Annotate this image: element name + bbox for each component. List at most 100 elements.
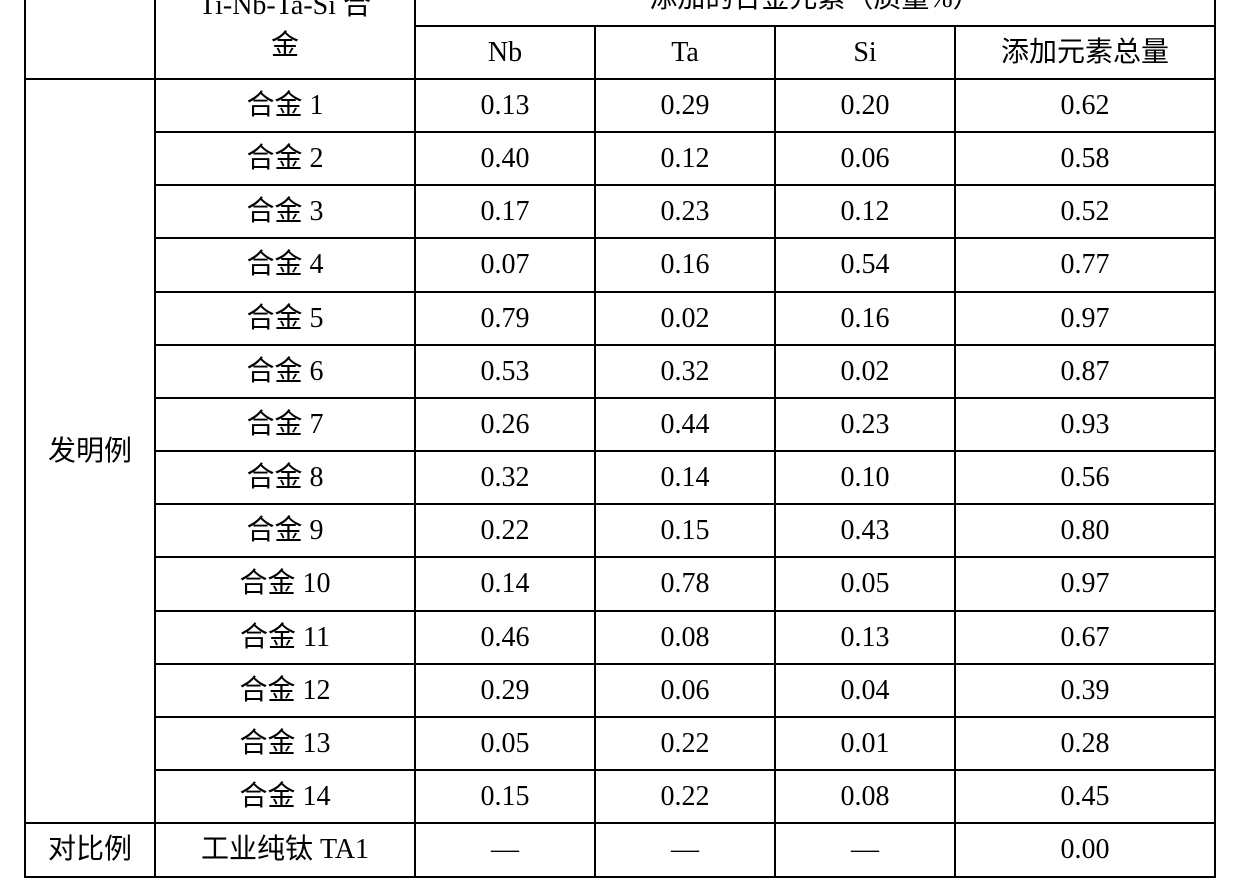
header-blank-cell <box>25 0 155 79</box>
table-row: 合金 40.070.160.540.77 <box>25 238 1215 291</box>
si-cell: 0.04 <box>775 664 955 717</box>
nb-cell: 0.17 <box>415 185 595 238</box>
table-row-comparison: 对比例工业纯钛 TA1———0.00 <box>25 823 1215 876</box>
ta-cell: 0.22 <box>595 770 775 823</box>
ta-cell: 0.78 <box>595 557 775 610</box>
alloy-composition-table: Ti-Nb-Ta-Si 合 金 添加的合金元素（质量%） Nb Ta Si 添加… <box>24 0 1216 878</box>
header-alloy-line2: 金 <box>271 30 299 61</box>
total-cell: 0.52 <box>955 185 1215 238</box>
total-cell: 0.97 <box>955 557 1215 610</box>
alloy-name-cell: 合金 5 <box>155 292 415 345</box>
total-cell: 0.45 <box>955 770 1215 823</box>
total-cell: 0.87 <box>955 345 1215 398</box>
ta-cell: 0.15 <box>595 504 775 557</box>
header-total: 添加元素总量 <box>955 26 1215 79</box>
table-row: 合金 120.290.060.040.39 <box>25 664 1215 717</box>
ta-cell: 0.44 <box>595 398 775 451</box>
total-cell: 0.62 <box>955 79 1215 132</box>
table-row: 合金 80.320.140.100.56 <box>25 451 1215 504</box>
table-row: 合金 20.400.120.060.58 <box>25 132 1215 185</box>
header-elements-group: 添加的合金元素（质量%） <box>415 0 1215 26</box>
ta-cell: 0.23 <box>595 185 775 238</box>
nb-cell: 0.32 <box>415 451 595 504</box>
si-cell: 0.23 <box>775 398 955 451</box>
nb-cell: 0.40 <box>415 132 595 185</box>
alloy-name-cell: 合金 6 <box>155 345 415 398</box>
header-si: Si <box>775 26 955 79</box>
ta-cell: 0.02 <box>595 292 775 345</box>
alloy-name-cell: 合金 7 <box>155 398 415 451</box>
ta-cell: 0.06 <box>595 664 775 717</box>
ta-cell: 0.22 <box>595 717 775 770</box>
total-cell: 0.56 <box>955 451 1215 504</box>
table-header: Ti-Nb-Ta-Si 合 金 添加的合金元素（质量%） Nb Ta Si 添加… <box>25 0 1215 79</box>
ta-cell: 0.32 <box>595 345 775 398</box>
total-cell: 0.97 <box>955 292 1215 345</box>
alloy-name-cell: 合金 2 <box>155 132 415 185</box>
nb-cell: 0.13 <box>415 79 595 132</box>
total-cell: 0.93 <box>955 398 1215 451</box>
alloy-name-cell: 合金 9 <box>155 504 415 557</box>
table-row: 合金 130.050.220.010.28 <box>25 717 1215 770</box>
table-row: 合金 60.530.320.020.87 <box>25 345 1215 398</box>
alloy-name-cell: 合金 4 <box>155 238 415 291</box>
group-label-comparison: 对比例 <box>25 823 155 876</box>
si-cell: 0.20 <box>775 79 955 132</box>
nb-cell: 0.14 <box>415 557 595 610</box>
header-alloy-line1: Ti-Nb-Ta-Si 合 <box>199 0 371 21</box>
si-cell: 0.01 <box>775 717 955 770</box>
table-row: 合金 70.260.440.230.93 <box>25 398 1215 451</box>
si-cell: — <box>775 823 955 876</box>
total-cell: 0.00 <box>955 823 1215 876</box>
header-alloy-col: Ti-Nb-Ta-Si 合 金 <box>155 0 415 79</box>
nb-cell: — <box>415 823 595 876</box>
alloy-name-cell: 合金 12 <box>155 664 415 717</box>
table-body: 发明例合金 10.130.290.200.62合金 20.400.120.060… <box>25 79 1215 877</box>
ta-cell: 0.08 <box>595 611 775 664</box>
ta-cell: 0.29 <box>595 79 775 132</box>
total-cell: 0.58 <box>955 132 1215 185</box>
ta-cell: — <box>595 823 775 876</box>
alloy-name-cell: 合金 13 <box>155 717 415 770</box>
si-cell: 0.13 <box>775 611 955 664</box>
nb-cell: 0.22 <box>415 504 595 557</box>
nb-cell: 0.07 <box>415 238 595 291</box>
alloy-name-cell: 工业纯钛 TA1 <box>155 823 415 876</box>
alloy-name-cell: 合金 8 <box>155 451 415 504</box>
si-cell: 0.12 <box>775 185 955 238</box>
table-row: 合金 100.140.780.050.97 <box>25 557 1215 610</box>
nb-cell: 0.46 <box>415 611 595 664</box>
nb-cell: 0.15 <box>415 770 595 823</box>
alloy-name-cell: 合金 1 <box>155 79 415 132</box>
alloy-name-cell: 合金 3 <box>155 185 415 238</box>
nb-cell: 0.79 <box>415 292 595 345</box>
alloy-name-cell: 合金 14 <box>155 770 415 823</box>
si-cell: 0.16 <box>775 292 955 345</box>
total-cell: 0.28 <box>955 717 1215 770</box>
nb-cell: 0.53 <box>415 345 595 398</box>
header-nb: Nb <box>415 26 595 79</box>
header-row-1: Ti-Nb-Ta-Si 合 金 添加的合金元素（质量%） <box>25 0 1215 26</box>
nb-cell: 0.05 <box>415 717 595 770</box>
si-cell: 0.08 <box>775 770 955 823</box>
total-cell: 0.39 <box>955 664 1215 717</box>
group-label-invention: 发明例 <box>25 79 155 824</box>
alloy-name-cell: 合金 10 <box>155 557 415 610</box>
nb-cell: 0.29 <box>415 664 595 717</box>
total-cell: 0.77 <box>955 238 1215 291</box>
ta-cell: 0.14 <box>595 451 775 504</box>
si-cell: 0.05 <box>775 557 955 610</box>
total-cell: 0.67 <box>955 611 1215 664</box>
ta-cell: 0.16 <box>595 238 775 291</box>
si-cell: 0.54 <box>775 238 955 291</box>
ta-cell: 0.12 <box>595 132 775 185</box>
table-row: 合金 30.170.230.120.52 <box>25 185 1215 238</box>
table-row: 合金 140.150.220.080.45 <box>25 770 1215 823</box>
table-row: 合金 50.790.020.160.97 <box>25 292 1215 345</box>
si-cell: 0.06 <box>775 132 955 185</box>
table-row: 合金 90.220.150.430.80 <box>25 504 1215 557</box>
table-row: 发明例合金 10.130.290.200.62 <box>25 79 1215 132</box>
header-ta: Ta <box>595 26 775 79</box>
si-cell: 0.43 <box>775 504 955 557</box>
nb-cell: 0.26 <box>415 398 595 451</box>
